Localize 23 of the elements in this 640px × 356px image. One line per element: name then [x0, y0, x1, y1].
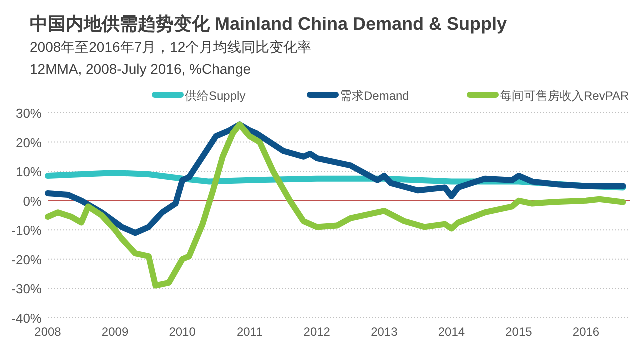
y-tick-label: -30% — [12, 282, 42, 297]
y-tick-label: -10% — [12, 223, 42, 238]
legend-label: 供给Supply — [185, 89, 246, 103]
x-tick-label: 2013 — [371, 325, 398, 339]
y-tick-label: -40% — [12, 311, 42, 326]
x-tick-label: 2009 — [102, 325, 129, 339]
legend-label: 需求Demand — [340, 89, 410, 103]
y-tick-label: 0% — [23, 194, 42, 209]
chart-subtitle: 2008年至2016年7月，12个月均线同比变化率 — [30, 39, 312, 55]
x-tick-label: 2014 — [438, 325, 466, 339]
legend-label: 每间可售房收入RevPAR — [500, 89, 630, 103]
chart-title: 中国内地供需趋势变化 Mainland China Demand & Supply — [30, 14, 508, 34]
y-tick-label: 20% — [16, 135, 42, 150]
text: 12MMA, 2008-July 2016, %Change — [30, 61, 252, 77]
y-tick-label: 30% — [16, 106, 42, 121]
x-tick-label: 2010 — [169, 325, 196, 339]
y-tick-label: 10% — [16, 164, 42, 180]
x-tick-label: 2012 — [304, 325, 331, 339]
x-tick-label: 2016 — [572, 325, 600, 339]
y-tick-label: -20% — [12, 252, 42, 268]
x-tick-label: 2008 — [34, 325, 62, 339]
x-tick-label: 2015 — [506, 325, 533, 339]
x-tick-label: 2011 — [236, 325, 264, 339]
